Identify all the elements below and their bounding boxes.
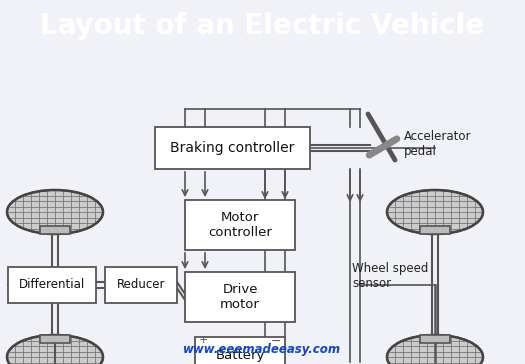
Text: Accelerator
pedal: Accelerator pedal [404, 130, 471, 158]
Bar [420, 226, 450, 234]
Text: Reducer: Reducer [117, 278, 165, 292]
Ellipse shape [387, 190, 483, 234]
Text: Layout of an Electric Vehicle: Layout of an Electric Vehicle [40, 12, 485, 40]
Text: −: − [270, 335, 281, 348]
Ellipse shape [7, 335, 103, 364]
Text: Motor
controller: Motor controller [208, 211, 272, 239]
Bar [40, 226, 70, 234]
Bar [420, 335, 450, 343]
Text: Battery: Battery [215, 349, 265, 363]
Text: Wheel speed
sensor: Wheel speed sensor [352, 262, 428, 290]
Bar [8, 267, 96, 303]
Bar [105, 267, 177, 303]
Bar [195, 337, 285, 364]
Text: www.eeemadeeasy.com: www.eeemadeeasy.com [183, 343, 342, 356]
Text: +: + [199, 335, 208, 345]
Bar [155, 127, 310, 169]
Bar [185, 200, 295, 250]
Ellipse shape [7, 190, 103, 234]
Bar [185, 272, 295, 322]
Bar [40, 335, 70, 343]
Text: Differential: Differential [19, 278, 85, 292]
Text: Drive
motor: Drive motor [220, 283, 260, 311]
Ellipse shape [387, 335, 483, 364]
Text: Braking controller: Braking controller [170, 141, 295, 155]
